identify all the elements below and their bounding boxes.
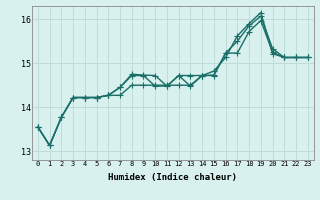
X-axis label: Humidex (Indice chaleur): Humidex (Indice chaleur) [108, 173, 237, 182]
